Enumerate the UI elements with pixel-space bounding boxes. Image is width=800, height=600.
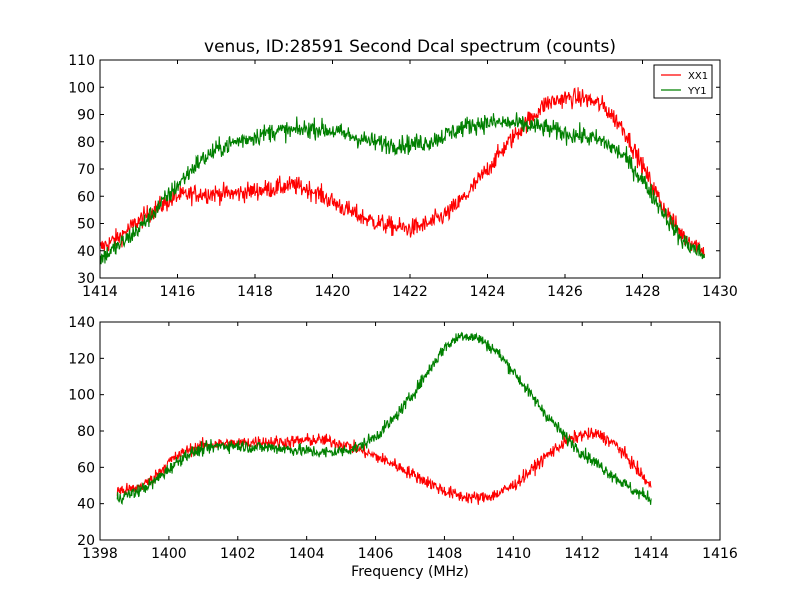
y-tick-label: 120 (68, 351, 95, 367)
x-tick-label: 1402 (220, 546, 256, 562)
x-tick-label: 1418 (237, 284, 273, 300)
y-tick-label: 50 (77, 217, 95, 233)
y-tick-label: 60 (77, 189, 95, 205)
x-tick-label: 1424 (470, 284, 506, 300)
y-tick-label: 20 (77, 533, 95, 549)
y-tick-label: 90 (77, 108, 95, 124)
top-chart-panel: 1414 1416 1418 1420 1422 1424 1426 1428 1430 30 40… (68, 53, 738, 300)
y-tick-label: 100 (68, 388, 95, 404)
bottom-chart-xlabel: Frequency (MHz) (351, 564, 469, 580)
legend-box (653, 64, 713, 99)
x-tick-label: 1412 (564, 546, 600, 562)
y-tick-label: 40 (77, 497, 95, 513)
y-tick-label: 80 (77, 135, 95, 151)
x-tick-label: 1420 (315, 284, 351, 300)
x-tick-label: 1416 (160, 284, 196, 300)
legend-label-yy1: YY1 (687, 86, 707, 97)
top-chart-title: venus, ID:28591 Second Dcal spectrum (co… (204, 37, 616, 57)
x-tick-label: 1414 (82, 284, 118, 300)
x-tick-label: 1428 (625, 284, 661, 300)
y-tick-label: 30 (77, 271, 95, 287)
y-tick-label: 140 (68, 315, 95, 331)
series-line-yy1 (116, 331, 652, 505)
x-tick-label: 1400 (151, 546, 187, 562)
x-tick-label: 1422 (392, 284, 428, 300)
series-line-yy1 (100, 112, 706, 265)
y-tick-label: 40 (77, 244, 95, 260)
bottom-chart-ticks: 1398 1400 1402 1404 1406 1408 1410 1412 1414 1416… (68, 315, 738, 562)
top-chart-legend: XX1 YY1 (653, 64, 713, 99)
series-line-xx1 (100, 87, 706, 258)
x-tick-label: 1416 (702, 546, 738, 562)
y-tick-label: 60 (77, 460, 95, 476)
y-tick-label: 110 (68, 53, 95, 69)
x-tick-label: 1406 (358, 546, 394, 562)
legend-label-xx1: XX1 (688, 71, 708, 82)
top-chart-ticks: 1414 1416 1418 1420 1422 1424 1426 1428 1430 30 40… (68, 53, 738, 300)
x-tick-label: 1414 (633, 546, 669, 562)
x-tick-label: 1410 (496, 546, 532, 562)
y-tick-label: 100 (68, 80, 95, 96)
y-tick-label: 80 (77, 424, 95, 440)
x-tick-label: 1430 (702, 284, 738, 300)
y-tick-label: 70 (77, 162, 95, 178)
x-tick-label: 1398 (82, 546, 118, 562)
bottom-chart-panel: 1398 1400 1402 1404 1406 1408 1410 1412 1414 1416… (68, 315, 738, 562)
x-tick-label: 1404 (289, 546, 325, 562)
x-tick-label: 1426 (547, 284, 583, 300)
top-chart-series (100, 87, 706, 265)
bottom-chart-series (116, 331, 652, 505)
x-tick-label: 1408 (427, 546, 463, 562)
